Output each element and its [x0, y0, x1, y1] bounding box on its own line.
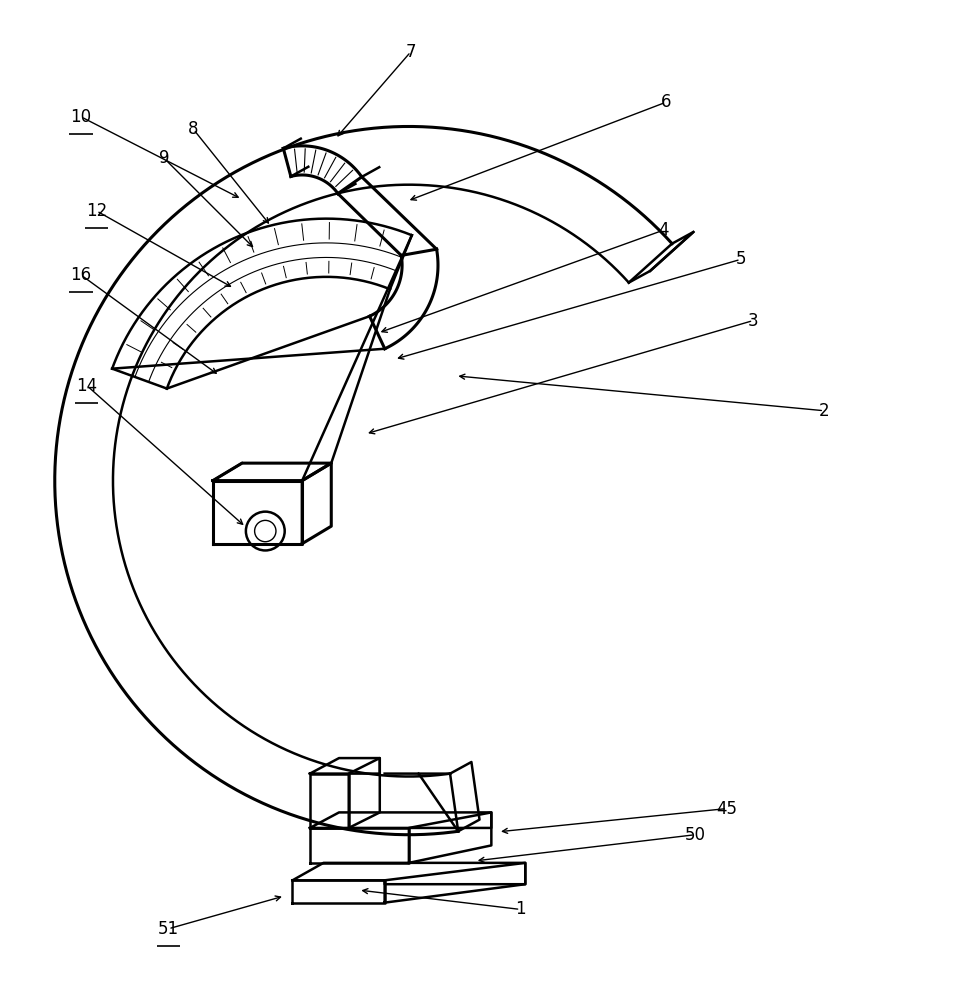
- Text: 16: 16: [70, 266, 91, 284]
- Text: 5: 5: [736, 250, 746, 268]
- Text: 50: 50: [685, 826, 705, 844]
- Text: 9: 9: [160, 149, 169, 167]
- Text: 12: 12: [86, 202, 107, 220]
- Text: 7: 7: [406, 43, 416, 61]
- Text: 4: 4: [658, 221, 668, 239]
- Text: 45: 45: [717, 800, 738, 818]
- Text: 6: 6: [661, 93, 671, 111]
- Text: 1: 1: [515, 900, 525, 918]
- Text: 10: 10: [70, 108, 91, 126]
- Text: 51: 51: [158, 920, 179, 938]
- Text: 14: 14: [76, 377, 97, 395]
- Text: 8: 8: [188, 120, 198, 138]
- Text: 3: 3: [748, 312, 759, 330]
- Text: 2: 2: [819, 402, 829, 420]
